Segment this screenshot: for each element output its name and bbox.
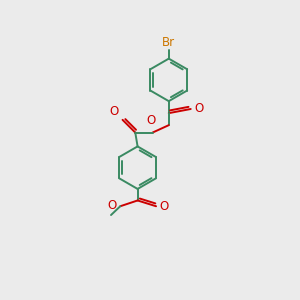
Text: O: O [110, 106, 119, 118]
Text: O: O [194, 102, 203, 115]
Text: O: O [159, 200, 169, 213]
Text: O: O [107, 199, 117, 212]
Text: Br: Br [162, 36, 175, 50]
Text: O: O [147, 114, 156, 127]
